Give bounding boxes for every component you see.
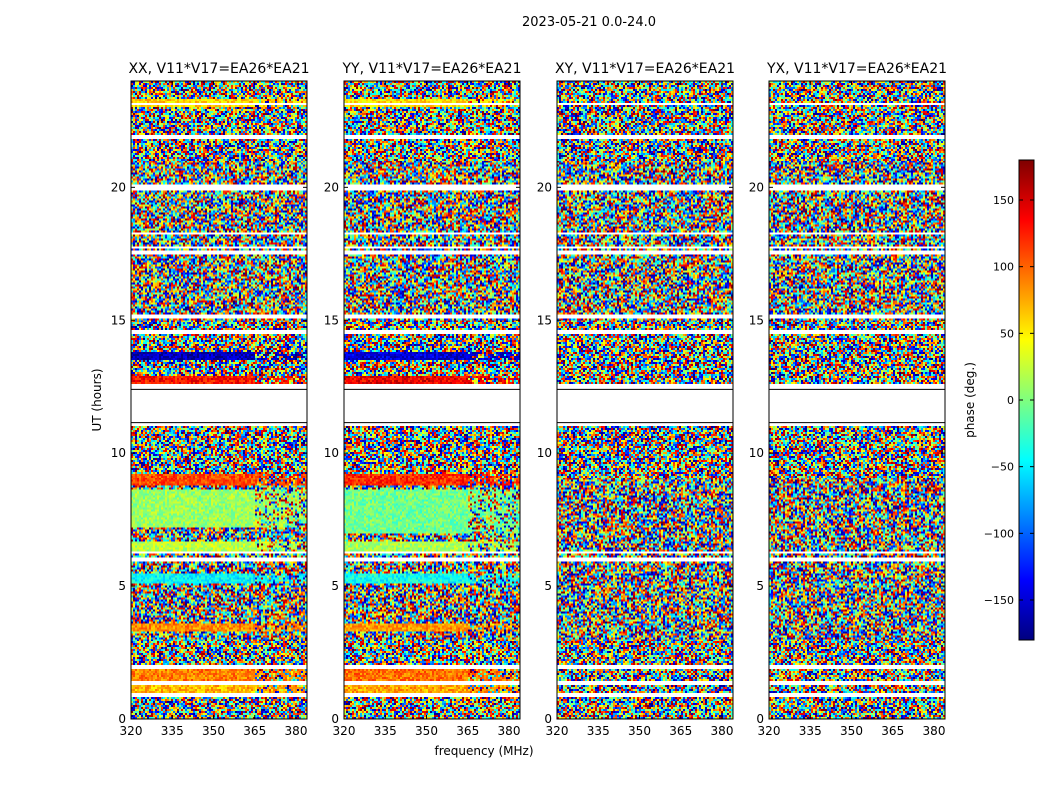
y-tick-label: 0 [118, 712, 126, 726]
y-tick-label: 5 [331, 579, 339, 593]
colorbar-label: phase (deg.) [963, 362, 977, 438]
x-tick-label: 335 [799, 724, 822, 738]
y-tick-label: 15 [537, 313, 552, 327]
x-tick-label: 320 [758, 724, 781, 738]
y-tick-label: 0 [331, 712, 339, 726]
colorbar-tick-label: 0 [1007, 394, 1014, 407]
panel-title: XY, V11*V17=EA26*EA21 [555, 61, 735, 77]
panel-frame [556, 80, 734, 720]
panel-1: XX, V11*V17=EA26*EA21 320 335 350 365 380 0 5 10… [111, 61, 310, 738]
no-data-gap [131, 389, 307, 423]
figure-suptitle: 2023-05-21 0.0-24.0 [522, 15, 656, 30]
y-tick-label: 15 [749, 313, 764, 327]
x-tick-label: 380 [285, 724, 308, 738]
no-data-gap [344, 389, 520, 423]
no-data-gap [769, 389, 945, 423]
colorbar-tick-label: 150 [993, 194, 1014, 207]
y-tick-label: 5 [544, 579, 552, 593]
panel-title: YX, V11*V17=EA26*EA21 [766, 61, 947, 77]
y-tick-label: 20 [537, 180, 552, 194]
panel-frame [343, 80, 521, 720]
colorbar: 150 100 50 0 −50 −100 −150 phase (deg.) [963, 159, 1035, 641]
x-tick-label: 320 [333, 724, 356, 738]
x-tick-label: 335 [161, 724, 184, 738]
colorbar-tick-label: 100 [993, 261, 1014, 274]
colorbar-tick-label: 50 [1000, 327, 1014, 340]
y-tick-label: 20 [324, 180, 339, 194]
x-tick-label: 350 [840, 724, 863, 738]
x-tick-label: 350 [202, 724, 225, 738]
panel-3: XY, V11*V17=EA26*EA21 320 335 350 365 380 0 5 10… [537, 61, 735, 738]
x-tick-label: 350 [628, 724, 651, 738]
y-tick-label: 20 [111, 180, 126, 194]
x-tick-label: 380 [711, 724, 734, 738]
y-tick-label: 5 [118, 579, 126, 593]
x-tick-label: 335 [587, 724, 610, 738]
panel-2: YY, V11*V17=EA26*EA21 320 335 350 365 380 0 5 10… [324, 61, 522, 738]
x-tick-label: 380 [923, 724, 946, 738]
x-tick-label: 365 [456, 724, 479, 738]
y-tick-label: 0 [544, 712, 552, 726]
colorbar-tick-label: −50 [991, 461, 1014, 474]
x-tick-label: 365 [881, 724, 904, 738]
panels-group: XX, V11*V17=EA26*EA21 320 335 350 365 380 0 5 10… [111, 61, 947, 738]
x-tick-label: 320 [546, 724, 569, 738]
y-tick-label: 5 [756, 579, 764, 593]
y-tick-label: 10 [749, 446, 764, 460]
panel-title: YY, V11*V17=EA26*EA21 [342, 61, 522, 77]
x-tick-label: 335 [374, 724, 397, 738]
x-tick-label: 320 [120, 724, 143, 738]
colorbar-tick-label: −100 [984, 527, 1014, 540]
y-tick-label: 10 [111, 446, 126, 460]
panel-frame [768, 80, 946, 720]
y-tick-label: 0 [756, 712, 764, 726]
no-data-gap [557, 389, 733, 423]
panel-frame [130, 80, 308, 720]
x-tick-label: 365 [243, 724, 266, 738]
panel-title: XX, V11*V17=EA26*EA21 [128, 61, 309, 77]
y-tick-label: 10 [537, 446, 552, 460]
y-axis-label: UT (hours) [90, 368, 104, 431]
x-tick-label: 365 [669, 724, 692, 738]
colorbar-tick-label: −150 [984, 594, 1014, 607]
x-axis-label: frequency (MHz) [434, 744, 533, 758]
y-tick-label: 10 [324, 446, 339, 460]
colorbar-ticks: 150 100 50 0 −50 −100 −150 [984, 194, 1034, 607]
x-tick-label: 350 [415, 724, 438, 738]
y-tick-label: 20 [749, 180, 764, 194]
y-tick-label: 15 [111, 313, 126, 327]
y-tick-label: 15 [324, 313, 339, 327]
x-tick-label: 380 [498, 724, 521, 738]
panel-4: YX, V11*V17=EA26*EA21 320 335 350 365 380 0 5 10… [749, 61, 947, 738]
